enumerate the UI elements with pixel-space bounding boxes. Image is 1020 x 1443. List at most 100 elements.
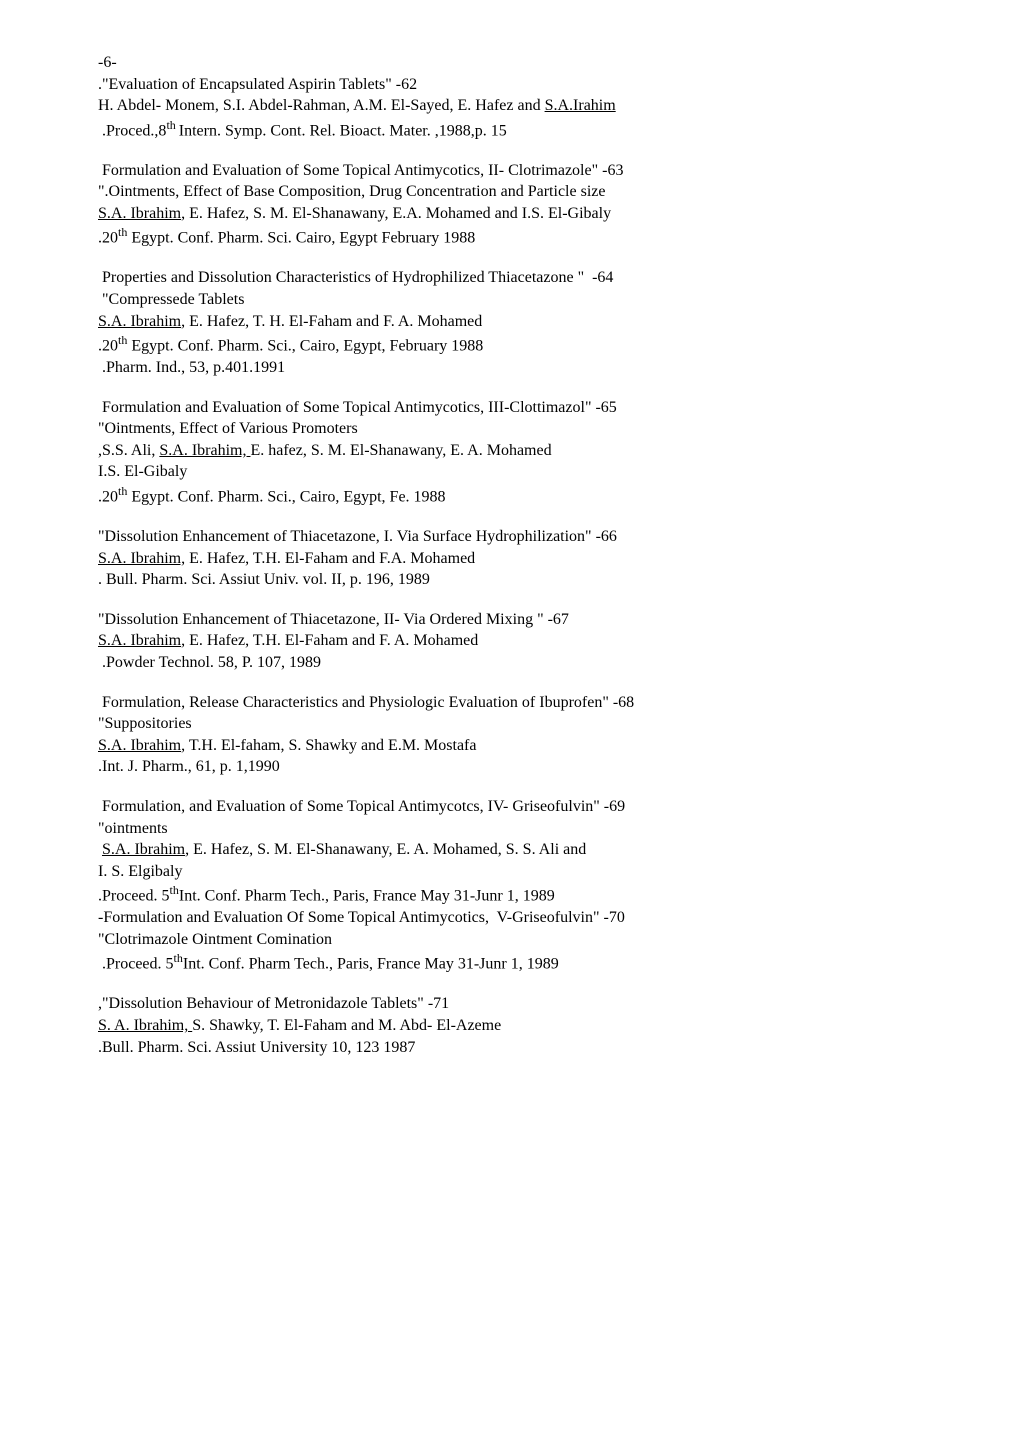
entry-line: I. S. Elgibaly: [98, 861, 922, 883]
text-segment: S.A. Ibrahim: [98, 737, 181, 754]
text-segment: S. Shawky, T. El-Faham and M. Abd- El-Az…: [192, 1017, 501, 1034]
text-segment: ".Ointments, Effect of Base Composition,…: [98, 183, 605, 200]
text-segment: S.A. Ibrahim: [102, 841, 185, 858]
text-segment: S.A. Ibrahim: [98, 632, 181, 649]
text-segment: .Powder Technol. 58, P. 107, 1989: [98, 654, 321, 671]
entry-line: .Proceed. 5thInt. Conf. Pharm Tech., Par…: [98, 882, 922, 907]
text-segment: .Proced.,8: [98, 122, 166, 139]
entry-line: H. Abdel- Monem, S.I. Abdel-Rahman, A.M.…: [98, 95, 922, 117]
text-segment: Int. Conf. Pharm Tech., Paris, France Ma…: [179, 888, 555, 905]
entry-line: S.A. Ibrahim, E. Hafez, T.H. El-Faham an…: [98, 548, 922, 570]
text-segment: Formulation, Release Characteristics and…: [98, 694, 634, 711]
text-segment: ,S.S. Ali,: [98, 442, 159, 459]
text-segment: "Dissolution Enhancement of Thiacetazone…: [98, 528, 617, 545]
entry-line: S. A. Ibrahim, S. Shawky, T. El-Faham an…: [98, 1015, 922, 1037]
entry-line: S.A. Ibrahim, T.H. El-faham, S. Shawky a…: [98, 735, 922, 757]
text-segment: th: [166, 118, 178, 132]
text-segment: S.A. Ibrahim: [98, 205, 181, 222]
text-segment: I. S. Elgibaly: [98, 863, 182, 880]
bibliography-entry: Formulation, and Evaluation of Some Topi…: [98, 796, 922, 975]
text-segment: Egypt. Conf. Pharm. Sci. Cairo, Egypt Fe…: [127, 230, 475, 247]
entry-line: "ointments: [98, 818, 922, 840]
text-segment: , E. Hafez, S. M. El-Shanawany, E. A. Mo…: [185, 841, 586, 858]
text-segment: "Dissolution Enhancement of Thiacetazone…: [98, 611, 569, 628]
entry-line: S.A. Ibrahim, E. Hafez, T. H. El-Faham a…: [98, 311, 922, 333]
entry-line: .Powder Technol. 58, P. 107, 1989: [98, 652, 922, 674]
text-segment: .Int. J. Pharm., 61, p. 1,1990: [98, 758, 280, 775]
entry-line: S.A. Ibrahim, E. Hafez, S. M. El-Shanawa…: [98, 839, 922, 861]
entry-line: "Ointments, Effect of Various Promoters: [98, 418, 922, 440]
entry-line: .20th Egypt. Conf. Pharm. Sci., Cairo, E…: [98, 483, 922, 508]
entry-line: "Suppositories: [98, 713, 922, 735]
bibliography-entry: Formulation and Evaluation of Some Topic…: [98, 160, 922, 250]
bibliography-entry: Formulation, Release Characteristics and…: [98, 692, 922, 778]
text-segment: S.A. Ibrahim,: [98, 550, 185, 567]
bibliography-entry: ,"Dissolution Behaviour of Metronidazole…: [98, 993, 922, 1058]
text-segment: th: [118, 484, 127, 498]
text-segment: Formulation and Evaluation of Some Topic…: [98, 162, 623, 179]
entry-line: ".Ointments, Effect of Base Composition,…: [98, 181, 922, 203]
entry-line: "Dissolution Enhancement of Thiacetazone…: [98, 526, 922, 548]
entries-list: ."Evaluation of Encapsulated Aspirin Tab…: [98, 74, 922, 1059]
entry-line: . Bull. Pharm. Sci. Assiut Univ. vol. II…: [98, 569, 922, 591]
entry-line: Formulation, Release Characteristics and…: [98, 692, 922, 714]
entry-line: S.A. Ibrahim, E. Hafez, S. M. El-Shanawa…: [98, 203, 922, 225]
entry-line: .Proced.,8th Intern. Symp. Cont. Rel. Bi…: [98, 117, 922, 142]
text-segment: . Bull. Pharm. Sci. Assiut Univ. vol. II…: [98, 571, 430, 588]
text-segment: .Proceed. 5: [98, 956, 174, 973]
bibliography-entry: Properties and Dissolution Characteristi…: [98, 267, 922, 378]
bibliography-entry: Formulation and Evaluation of Some Topic…: [98, 397, 922, 508]
entry-line: I.S. El-Gibaly: [98, 461, 922, 483]
text-segment: .20: [98, 488, 118, 505]
text-segment: S.A. Ibrahim: [98, 313, 181, 330]
entry-line: "Clotrimazole Ointment Comination: [98, 929, 922, 951]
text-segment: th: [118, 333, 127, 347]
entry-line: Formulation, and Evaluation of Some Topi…: [98, 796, 922, 818]
text-segment: H. Abdel- Monem, S.I. Abdel-Rahman, A.M.…: [98, 97, 545, 114]
text-segment: th: [174, 951, 183, 965]
text-segment: Egypt. Conf. Pharm. Sci., Cairo, Egypt, …: [127, 338, 483, 355]
text-segment: E. hafez, S. M. El-Shanawany, E. A. Moha…: [250, 442, 551, 459]
text-segment: S.A. Ibrahim,: [159, 442, 250, 459]
text-segment: S.A.Irahim: [545, 97, 616, 114]
entry-line: .Bull. Pharm. Sci. Assiut University 10,…: [98, 1037, 922, 1059]
bibliography-entry: ."Evaluation of Encapsulated Aspirin Tab…: [98, 74, 922, 142]
bibliography-entry: "Dissolution Enhancement of Thiacetazone…: [98, 609, 922, 674]
text-segment: Formulation and Evaluation of Some Topic…: [98, 399, 617, 416]
entry-line: Formulation and Evaluation of Some Topic…: [98, 160, 922, 182]
bibliography-entry: "Dissolution Enhancement of Thiacetazone…: [98, 526, 922, 591]
entry-line: -Formulation and Evaluation Of Some Topi…: [98, 907, 922, 929]
text-segment: ,"Dissolution Behaviour of Metronidazole…: [98, 995, 449, 1012]
entry-line: .Proceed. 5thInt. Conf. Pharm Tech., Par…: [98, 950, 922, 975]
entry-line: "Dissolution Enhancement of Thiacetazone…: [98, 609, 922, 631]
entry-line: Formulation and Evaluation of Some Topic…: [98, 397, 922, 419]
entry-line: .Pharm. Ind., 53, p.401.1991: [98, 357, 922, 379]
entry-line: .20th Egypt. Conf. Pharm. Sci., Cairo, E…: [98, 332, 922, 357]
text-segment: Int. Conf. Pharm Tech., Paris, France Ma…: [183, 956, 559, 973]
entry-line: Properties and Dissolution Characteristi…: [98, 267, 922, 289]
text-segment: , E. Hafez, S. M. El-Shanawany, E.A. Moh…: [181, 205, 611, 222]
text-segment: th: [118, 225, 127, 239]
page-marker: -6-: [98, 52, 922, 74]
text-segment: "Ointments, Effect of Various Promoters: [98, 420, 358, 437]
entry-line: S.A. Ibrahim, E. Hafez, T.H. El-Faham an…: [98, 630, 922, 652]
text-segment: ."Evaluation of Encapsulated Aspirin Tab…: [98, 76, 417, 93]
text-segment: E. Hafez, T.H. El-Faham and F.A. Mohamed: [185, 550, 475, 567]
text-segment: .Pharm. Ind., 53, p.401.1991: [98, 359, 285, 376]
entry-line: .20th Egypt. Conf. Pharm. Sci. Cairo, Eg…: [98, 224, 922, 249]
entry-line: "Compressede Tablets: [98, 289, 922, 311]
text-segment: Properties and Dissolution Characteristi…: [98, 269, 613, 286]
text-segment: S. A. Ibrahim,: [98, 1017, 192, 1034]
text-segment: Egypt. Conf. Pharm. Sci., Cairo, Egypt, …: [127, 488, 445, 505]
text-segment: , E. Hafez, T. H. El-Faham and F. A. Moh…: [181, 313, 482, 330]
entry-line: ,S.S. Ali, S.A. Ibrahim, E. hafez, S. M.…: [98, 440, 922, 462]
text-segment: .Proceed. 5: [98, 888, 170, 905]
text-segment: -Formulation and Evaluation Of Some Topi…: [98, 909, 625, 926]
entry-line: ."Evaluation of Encapsulated Aspirin Tab…: [98, 74, 922, 96]
text-segment: Intern. Symp. Cont. Rel. Bioact. Mater. …: [179, 122, 507, 139]
text-segment: , T.H. El-faham, S. Shawky and E.M. Most…: [181, 737, 476, 754]
text-segment: th: [170, 883, 179, 897]
entry-line: .Int. J. Pharm., 61, p. 1,1990: [98, 756, 922, 778]
text-segment: "Suppositories: [98, 715, 192, 732]
entry-line: ,"Dissolution Behaviour of Metronidazole…: [98, 993, 922, 1015]
